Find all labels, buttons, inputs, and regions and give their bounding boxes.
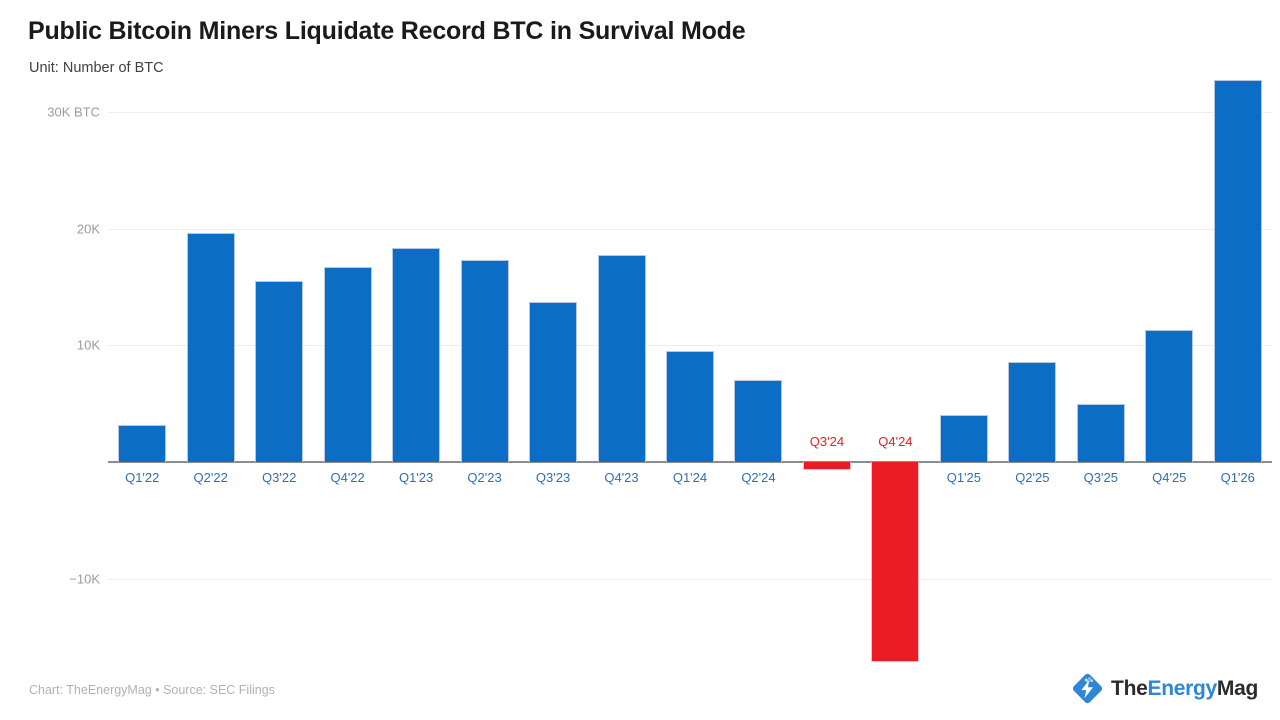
- x-axis-tick-label: Q3'24: [809, 434, 845, 449]
- brand-logo-text-mag: Mag: [1216, 677, 1258, 700]
- x-axis-tick-label: Q2'25: [1015, 470, 1050, 485]
- chart-bar[interactable]: [734, 380, 783, 462]
- y-axis-tick-label: 30K BTC: [47, 104, 100, 120]
- x-axis-tick-label: Q1'22: [125, 470, 160, 485]
- chart-bar[interactable]: [1213, 80, 1262, 462]
- chart-bar[interactable]: [1076, 403, 1125, 462]
- chart-bar[interactable]: [871, 462, 920, 662]
- gridline: [108, 111, 1272, 113]
- brand-logo: TheEnergyMag: [1071, 672, 1258, 705]
- x-axis-tick-label: Q4'23: [604, 470, 639, 485]
- x-axis-tick-label: Q1'26: [1220, 470, 1255, 485]
- chart-bar[interactable]: [186, 233, 235, 462]
- gridline: [108, 345, 1272, 347]
- chart-bar[interactable]: [255, 281, 304, 462]
- chart-bar[interactable]: [529, 302, 578, 462]
- x-axis-tick-label: Q4'22: [330, 470, 365, 485]
- chart-bar[interactable]: [666, 351, 714, 462]
- chart-bar[interactable]: [392, 248, 441, 462]
- x-axis-tick-label: Q1'23: [398, 470, 434, 485]
- x-axis-tick-label: Q3'22: [262, 470, 297, 485]
- chart-bar[interactable]: [1008, 361, 1057, 462]
- chart-credit: Chart: TheEnergyMag • Source: SEC Filing…: [29, 683, 275, 697]
- chart-bar[interactable]: [1145, 330, 1194, 462]
- x-axis-tick-label: Q2'23: [467, 470, 502, 485]
- chart-bar[interactable]: [323, 267, 372, 462]
- chart-bar[interactable]: [939, 415, 988, 462]
- x-axis-tick-label: Q1'25: [946, 470, 982, 485]
- x-axis-tick-label: Q2'22: [193, 470, 228, 485]
- y-axis-tick-label: −10K: [69, 571, 100, 587]
- page-title: Public Bitcoin Miners Liquidate Record B…: [28, 17, 746, 45]
- x-axis-tick-label: Q4'25: [1152, 470, 1187, 485]
- x-axis-tick-label: Q3'25: [1083, 470, 1118, 485]
- chart-bar[interactable]: [118, 424, 167, 462]
- chart-bar[interactable]: [597, 255, 646, 462]
- x-axis-tick-label: Q3'23: [535, 470, 571, 485]
- brand-logo-text-energy: Energy: [1147, 677, 1217, 700]
- x-axis-tick-label: Q4'24: [878, 434, 913, 449]
- chart-bar[interactable]: [802, 462, 851, 471]
- lightning-bolt-icon: [1071, 672, 1104, 705]
- gridline: [108, 578, 1272, 580]
- y-axis-tick-label: 20K: [76, 221, 100, 237]
- y-axis-tick-label: 10K: [76, 337, 100, 353]
- x-axis-tick-label: Q1'24: [672, 470, 708, 485]
- brand-logo-text: TheEnergyMag: [1111, 678, 1258, 699]
- x-axis-tick-label: Q2'24: [741, 470, 776, 485]
- zero-axis-line: [108, 461, 1272, 463]
- brand-logo-text-the: The: [1111, 677, 1148, 700]
- chart-subtitle: Unit: Number of BTC: [29, 60, 164, 76]
- chart-bar[interactable]: [460, 260, 509, 462]
- gridline: [108, 228, 1272, 230]
